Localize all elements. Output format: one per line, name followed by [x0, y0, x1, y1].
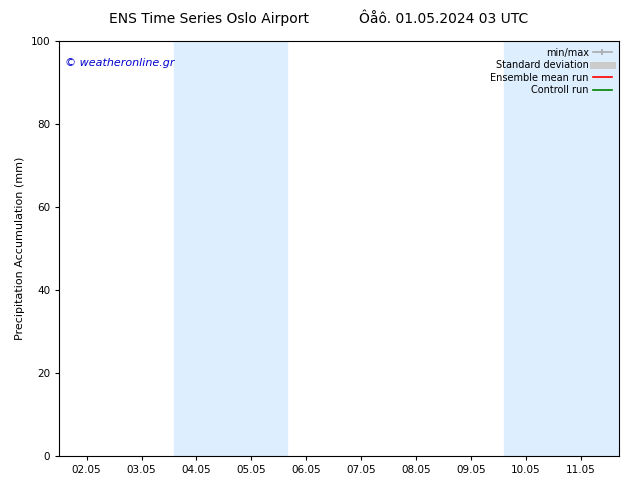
Legend: min/max, Standard deviation, Ensemble mean run, Controll run: min/max, Standard deviation, Ensemble me…: [488, 46, 614, 97]
Text: © weatheronline.gr: © weatheronline.gr: [65, 58, 174, 68]
Text: ENS Time Series Oslo Airport: ENS Time Series Oslo Airport: [109, 12, 309, 26]
Bar: [174, 41, 287, 456]
Y-axis label: Precipitation Accumulation (mm): Precipitation Accumulation (mm): [15, 157, 25, 340]
Bar: [504, 41, 619, 456]
Text: Ôåô. 01.05.2024 03 UTC: Ôåô. 01.05.2024 03 UTC: [359, 12, 528, 26]
